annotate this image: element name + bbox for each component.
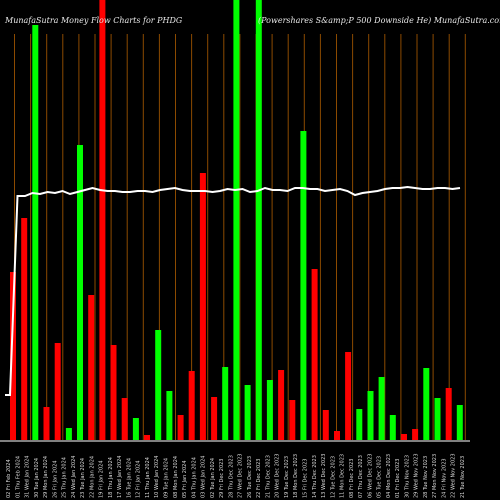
x-tick-label: 11 Thu Jan 2024 [145,457,151,498]
x-tick-label: 28 Tue Nov 2023 [423,456,429,498]
x-tick-label: 23 Tue Jan 2024 [80,458,86,498]
bar-7 [88,295,95,440]
bar-15 [177,415,184,440]
x-tick-label: 20 Wed Dec 2023 [275,454,281,498]
bar-14 [166,391,173,440]
chart-title-left: MunafaSutra Money Flow Charts for PHDG [5,16,183,25]
x-tick-label: 24 Wed Jan 2024 [71,456,77,498]
bar-11 [132,418,139,440]
x-tick-label: 05 Tue Dec 2023 [377,456,383,498]
x-tick-label: 21 Thu Dec 2023 [265,455,271,498]
x-tick-label: 13 Wed Dec 2023 [321,454,327,498]
bar-5 [65,428,72,440]
price-line-path [5,185,461,396]
x-tick-label: 08 Mon Jan 2024 [173,456,179,498]
x-tick-label: 11 Mon Dec 2023 [340,454,346,498]
x-tick-label: 03 Wed Jan 2024 [201,456,207,498]
bar-40 [456,405,463,440]
bar-36 [412,429,419,440]
x-tick-label: 19 Tue Dec 2023 [284,456,290,498]
bar-28 [322,410,329,440]
x-tick-label: 22 Mon Jan 2024 [89,456,95,498]
bar-21 [244,385,251,440]
x-tick-label: 22 Wed Nov 2023 [451,453,457,498]
x-tick-label: 17 Wed Jan 2024 [117,456,123,498]
x-tick-label: 27 Mon Nov 2023 [432,454,438,498]
price-line [5,185,461,396]
x-tick-label: 29 Wed Nov 2023 [414,453,420,498]
x-tick-label: 15 Fri Dec 2023 [303,459,309,499]
bar-3 [43,407,50,440]
bar-23 [266,380,273,440]
bar-12 [144,435,150,440]
bar-39 [445,388,452,440]
x-axis-tick-labels: 02 Fri Feb 2024 01 Thu Feb 2024 31 Wed Jan… [6,453,466,498]
bar-9 [110,345,117,440]
x-tick-label: 30 Thu Nov 2023 [404,455,410,498]
x-tick-label: 07 Thu Dec 2023 [358,455,364,498]
x-tick-label: 01 Fri Dec 2023 [395,459,401,499]
bar-13 [155,330,162,440]
x-tick-label: 02 Tue Jan 2024 [210,458,216,498]
bar-38 [434,398,441,440]
bar-4 [54,343,61,440]
x-tick-label: 10 Wed Jan 2024 [154,456,160,498]
x-tick-label: 21 Tue Nov 2023 [460,456,466,498]
x-tick-label: 19 Fri Jan 2024 [99,460,105,498]
x-tick-label: 18 Mon Dec 2023 [293,454,299,498]
x-tick-label: 05 Fri Jan 2024 [182,460,188,498]
x-tick-label: 29 Mon Jan 2024 [43,456,49,498]
x-tick-label: 12 Tue Dec 2023 [330,456,336,498]
x-tick-label: 26 Tue Dec 2023 [247,456,253,498]
x-tick-label: 24 Fri Nov 2023 [442,458,448,498]
x-tick-label: 31 Wed Jan 2024 [25,456,31,498]
chart-title-right: (Powershares S&amp;P 500 Downside He) Mu… [258,16,500,25]
bar-30 [345,352,352,440]
bar-27 [311,269,318,440]
x-tick-label: 27 Wed Dec 2023 [238,454,244,498]
bar-8 [99,0,106,440]
bar-1 [21,218,28,440]
x-tick-label: 30 Tue Jan 2024 [34,458,40,498]
bar-0 [10,272,16,440]
bar-16 [188,371,195,440]
x-tick-label: 01 Thu Feb 2024 [15,456,21,498]
x-tick-label: 04 Mon Dec 2023 [386,454,392,498]
x-tick-label: 18 Thu Jan 2024 [108,457,114,498]
x-tick-label: 25 Thu Jan 2024 [62,457,68,498]
x-tick-label: 16 Tue Jan 2024 [126,458,132,498]
bar-6 [77,145,83,440]
bar-33 [378,377,385,440]
bar-17 [199,173,206,440]
bar-31 [356,409,363,440]
x-tick-label: 14 Thu Dec 2023 [312,455,318,498]
bar-35 [401,434,407,440]
bar-20 [233,0,240,440]
x-tick-label: 09 Tue Jan 2024 [164,458,170,498]
bar-2 [32,25,39,440]
x-tick-label: 02 Fri Feb 2024 [6,459,12,498]
money-flow-bars [10,0,463,440]
bar-18 [211,397,218,440]
bar-24 [278,370,285,440]
bar-25 [289,400,296,440]
bar-29 [334,431,340,440]
x-tick-label: 29 Fri Dec 2023 [219,459,225,499]
x-tick-label: 12 Fri Jan 2024 [136,460,142,498]
x-tick-label: 28 Thu Dec 2023 [228,455,234,498]
bar-10 [121,398,128,440]
bar-37 [423,368,430,440]
bar-32 [367,391,374,440]
x-tick-label: 04 Thu Jan 2024 [191,457,197,498]
bar-34 [389,415,396,440]
bar-26 [300,131,307,440]
x-tick-label: 26 Fri Jan 2024 [52,460,58,498]
x-tick-label: 08 Fri Dec 2023 [349,459,355,499]
x-tick-label: 22 Fri Dec 2023 [256,459,262,499]
bar-19 [222,367,229,440]
bar-22 [255,0,262,440]
x-tick-label: 06 Wed Dec 2023 [367,454,373,498]
